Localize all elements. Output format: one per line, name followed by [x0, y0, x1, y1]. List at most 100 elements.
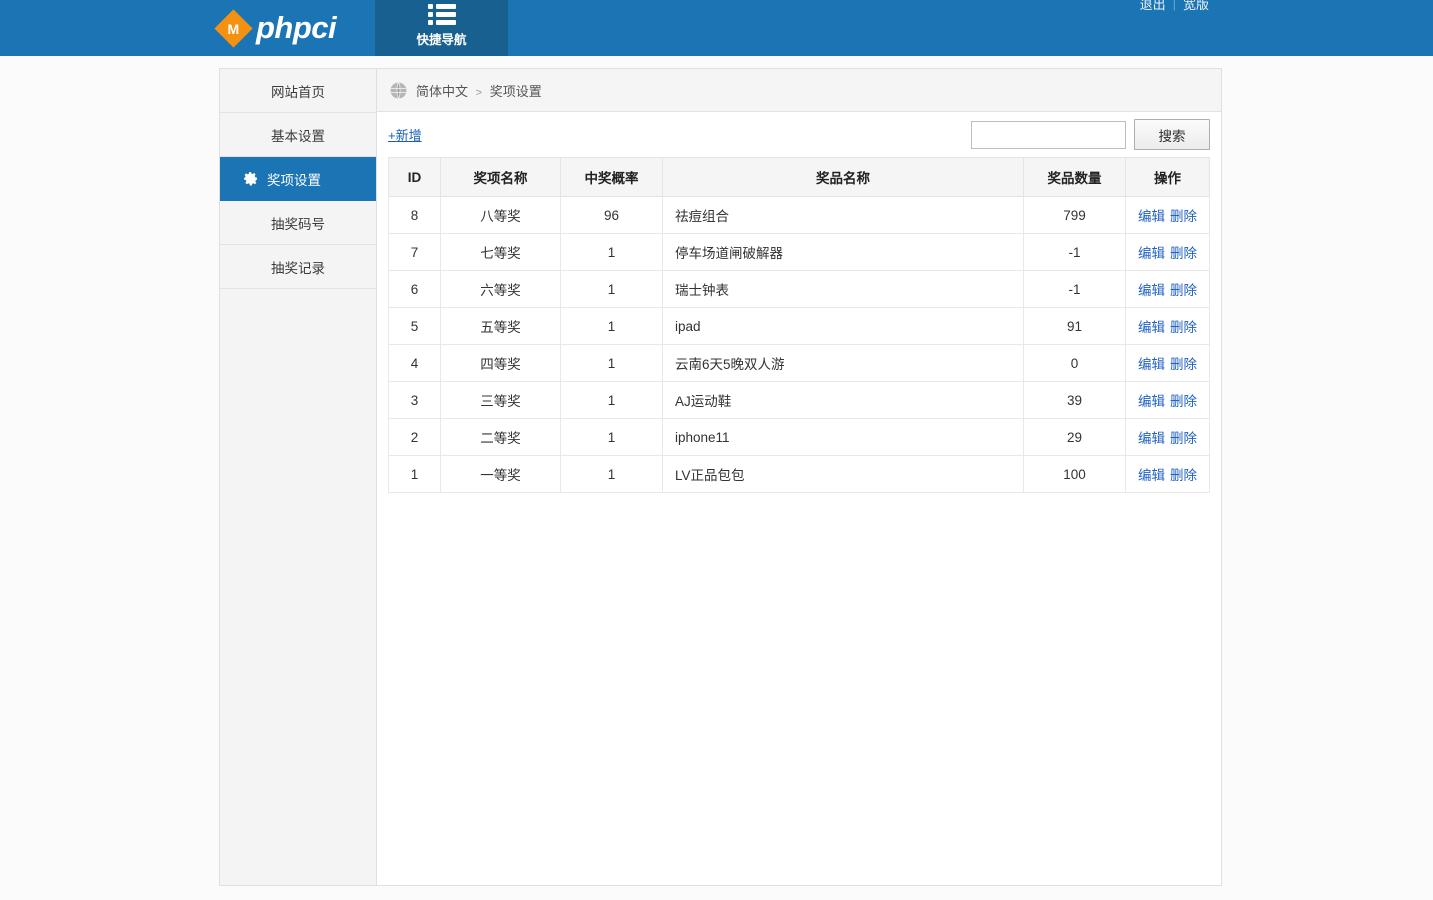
delete-link[interactable]: 删除 — [1170, 357, 1197, 372]
cell-prize-name: 七等奖 — [440, 233, 561, 271]
cell-item-name: iphone11 — [662, 418, 1024, 456]
cell-probability: 1 — [560, 455, 663, 493]
header-links: 退出 | 宽版 — [1140, 0, 1209, 13]
table-header-row: ID 奖项名称 中奖概率 奖品名称 奖品数量 操作 — [388, 157, 1210, 197]
column-header-prize-name[interactable]: 奖项名称 — [440, 157, 561, 197]
sidebar-item-label: 网站首页 — [271, 84, 325, 100]
edit-link[interactable]: 编辑 — [1138, 320, 1165, 335]
search-button[interactable]: 搜索 — [1134, 119, 1210, 150]
sidebar-item-lottery-codes[interactable]: 抽奖码号 — [220, 201, 376, 245]
delete-link[interactable]: 删除 — [1170, 283, 1197, 298]
sidebar-item-home[interactable]: 网站首页 — [220, 69, 376, 113]
cell-actions: 编辑 删除 — [1125, 381, 1210, 419]
breadcrumb-root[interactable]: 简体中文 — [416, 83, 469, 99]
breadcrumb-separator: > — [475, 86, 483, 99]
edit-link[interactable]: 编辑 — [1138, 246, 1165, 261]
cell-actions: 编辑 删除 — [1125, 307, 1210, 345]
sidebar-item-label: 奖项设置 — [267, 172, 321, 188]
cell-quantity: -1 — [1023, 233, 1126, 271]
delete-link[interactable]: 删除 — [1170, 246, 1197, 261]
edit-link[interactable]: 编辑 — [1138, 357, 1165, 372]
cell-id: 1 — [388, 455, 441, 493]
edit-link[interactable]: 编辑 — [1138, 209, 1165, 224]
column-header-id[interactable]: ID — [388, 157, 441, 197]
cell-prize-name: 四等奖 — [440, 344, 561, 382]
delete-link[interactable]: 删除 — [1170, 431, 1197, 446]
cell-quantity: 29 — [1023, 418, 1126, 456]
column-header-item-name[interactable]: 奖品名称 — [662, 157, 1024, 197]
cell-probability: 1 — [560, 233, 663, 271]
sidebar-item-prize-settings[interactable]: 奖项设置 — [220, 157, 376, 201]
cell-quantity: 100 — [1023, 455, 1126, 493]
cell-prize-name: 一等奖 — [440, 455, 561, 493]
cell-actions: 编辑 删除 — [1125, 233, 1210, 271]
table-row: 7 七等奖 1 停车场道闸破解器 -1 编辑 删除 — [388, 233, 1210, 271]
cell-id: 4 — [388, 344, 441, 382]
edit-link[interactable]: 编辑 — [1138, 283, 1165, 298]
cell-actions: 编辑 删除 — [1125, 196, 1210, 234]
cell-prize-name: 五等奖 — [440, 307, 561, 345]
table-head: ID 奖项名称 中奖概率 奖品名称 奖品数量 操作 — [388, 157, 1210, 197]
cell-actions: 编辑 删除 — [1125, 270, 1210, 308]
brand-name: phpci — [256, 10, 337, 45]
cell-item-name: 停车场道闸破解器 — [662, 233, 1024, 271]
gear-icon — [244, 172, 258, 186]
quick-nav-label: 快捷导航 — [416, 33, 467, 47]
breadcrumb-current: 奖项设置 — [489, 83, 542, 99]
edit-link[interactable]: 编辑 — [1138, 468, 1165, 483]
column-header-quantity[interactable]: 奖品数量 — [1023, 157, 1126, 197]
sidebar-item-label: 抽奖记录 — [271, 260, 325, 276]
cell-probability: 96 — [560, 196, 663, 234]
brand-logo[interactable]: M phpci — [214, 0, 337, 56]
cell-id: 7 — [388, 233, 441, 271]
main-container: 网站首页 基本设置 奖项设置 抽奖码号 抽奖记录 — [219, 68, 1222, 886]
cell-probability: 1 — [560, 381, 663, 419]
table-row: 3 三等奖 1 AJ运动鞋 39 编辑 删除 — [388, 381, 1210, 419]
delete-link[interactable]: 删除 — [1170, 320, 1197, 335]
cell-id: 8 — [388, 196, 441, 234]
logout-link[interactable]: 退出 — [1139, 0, 1166, 12]
cell-item-name: 瑞士钟表 — [662, 270, 1024, 308]
table-row: 5 五等奖 1 ipad 91 编辑 删除 — [388, 307, 1210, 345]
cell-item-name: 祛痘组合 — [662, 196, 1024, 234]
delete-link[interactable]: 删除 — [1170, 209, 1197, 224]
quick-nav-button[interactable]: 快捷导航 — [375, 0, 508, 56]
brand-mark-letter: M — [227, 19, 240, 36]
cell-item-name: AJ运动鞋 — [662, 381, 1024, 419]
breadcrumb-content: 简体中文 > 奖项设置 — [416, 81, 542, 100]
cell-prize-name: 三等奖 — [440, 381, 561, 419]
add-new-link[interactable]: +新增 — [388, 128, 422, 143]
cell-id: 3 — [388, 381, 441, 419]
column-header-probability[interactable]: 中奖概率 — [560, 157, 663, 197]
table-row: 2 二等奖 1 iphone11 29 编辑 删除 — [388, 418, 1210, 456]
breadcrumb: 简体中文 > 奖项设置 — [377, 69, 1221, 112]
sidebar-item-label: 抽奖码号 — [271, 216, 325, 232]
edit-link[interactable]: 编辑 — [1138, 431, 1165, 446]
cell-id: 2 — [388, 418, 441, 456]
cell-id: 5 — [388, 307, 441, 345]
cell-actions: 编辑 删除 — [1125, 455, 1210, 493]
cell-prize-name: 八等奖 — [440, 196, 561, 234]
delete-link[interactable]: 删除 — [1170, 394, 1197, 409]
list-icon — [427, 4, 456, 25]
cell-probability: 1 — [560, 307, 663, 345]
cell-prize-name: 二等奖 — [440, 418, 561, 456]
column-header-actions: 操作 — [1125, 157, 1210, 197]
cell-item-name: LV正品包包 — [662, 455, 1024, 493]
sidebar-item-lottery-records[interactable]: 抽奖记录 — [220, 245, 376, 289]
top-header-bar: M phpci 快捷导航 退出 | 宽版 — [0, 0, 1433, 56]
table-body: 8 八等奖 96 祛痘组合 799 编辑 删除 7 七等奖 1 停车场道闸破解器 -1 编辑 删除 6 六等奖… — [388, 196, 1210, 493]
header-link-separator: | — [1172, 0, 1176, 11]
edit-link[interactable]: 编辑 — [1138, 394, 1165, 409]
sidebar: 网站首页 基本设置 奖项设置 抽奖码号 抽奖记录 — [219, 68, 376, 886]
cell-item-name: ipad — [662, 307, 1024, 345]
delete-link[interactable]: 删除 — [1170, 468, 1197, 483]
cell-actions: 编辑 删除 — [1125, 344, 1210, 382]
content-empty-space — [377, 493, 1221, 885]
table-row: 6 六等奖 1 瑞士钟表 -1 编辑 删除 — [388, 270, 1210, 308]
search-input[interactable] — [971, 120, 1126, 149]
content-panel: 简体中文 > 奖项设置 +新增 搜索 ID 奖项名称 — [376, 68, 1222, 886]
sidebar-item-basic-settings[interactable]: 基本设置 — [220, 113, 376, 157]
wide-view-link[interactable]: 宽版 — [1182, 0, 1209, 12]
cell-probability: 1 — [560, 418, 663, 456]
